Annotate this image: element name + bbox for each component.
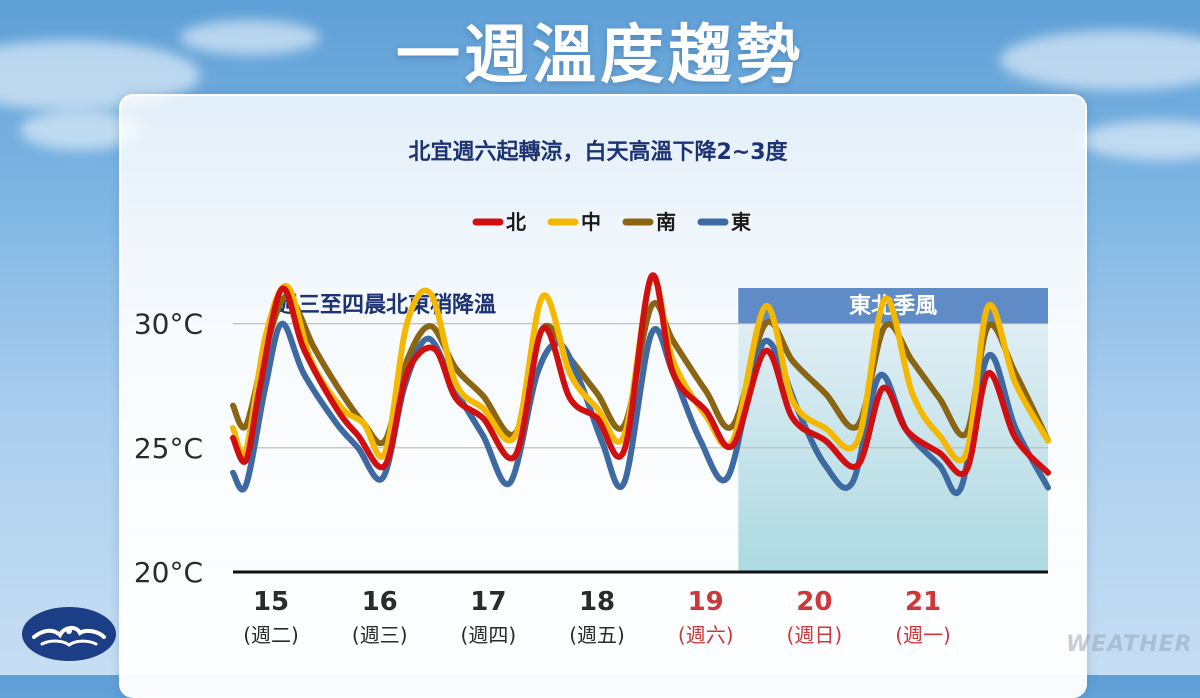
legend-label-2: 南 [656,210,676,234]
chart-legend: 北中南東 [472,210,751,234]
cloud-swirl-icon [32,626,106,647]
y-tick-label-1: 25°C [134,432,203,465]
legend-label-1: 中 [581,210,601,234]
x-tick-weekday-1: (週三) [352,623,408,647]
x-tick-weekday-4: (週六) [678,623,734,647]
y-tick-label-0: 30°C [134,308,203,341]
legend-label-0: 北 [506,210,526,234]
y-axis: 30°C 25°C 20°C [134,308,203,589]
chart-subtitle: 北宜週六起轉涼，白天高溫下降2~3度 [408,139,788,165]
chart-annotation: 週三至四晨北東稍降溫 [276,293,496,318]
page-title: 一週溫度趨勢 [396,19,804,93]
x-tick-weekday-0: (週二) [243,623,299,647]
legend-label-3: 東 [731,210,751,234]
y-tick-label-2: 20°C [134,556,203,589]
watermark: WEATHER [1066,632,1193,657]
temperature-chart: 北宜週六起轉涼，白天高溫下降2~3度 北中南東 東北季風 週三至四晨北東稍降溫 … [134,139,1051,647]
x-tick-day-1: 16 [362,587,398,617]
series-line-0 [230,272,1051,477]
x-tick-weekday-3: (週五) [569,623,625,647]
x-tick-day-4: 19 [688,587,724,617]
x-tick-day-5: 20 [796,587,832,617]
x-axis: 15 (週二) 16 (週三) 17 (週四) 18 (週五) 19 (週六) 20 (週日) 21 (週… [233,570,1048,647]
x-tick-weekday-2: (週四) [461,623,517,647]
chart-panel: 北宜週六起轉涼，白天高溫下降2~3度 北中南東 東北季風 週三至四晨北東稍降溫 … [119,94,1087,698]
x-tick-weekday-5: (週日) [787,623,843,647]
x-tick-weekday-6: (週一) [895,623,951,647]
x-tick-day-2: 17 [470,587,506,617]
series-layer [230,272,1051,497]
agency-logo [22,607,116,661]
x-tick-day-3: 18 [579,587,615,617]
x-tick-day-0: 15 [253,587,289,617]
x-tick-day-6: 21 [905,587,941,617]
